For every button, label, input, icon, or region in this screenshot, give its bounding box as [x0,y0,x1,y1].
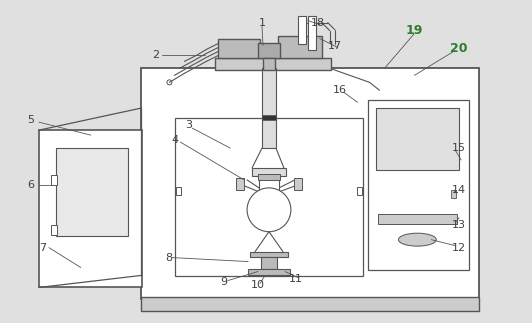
Bar [258,43,280,58]
Bar [368,100,469,269]
Text: 10: 10 [251,280,265,290]
Text: 14: 14 [452,185,466,195]
Text: 18: 18 [311,17,325,27]
Bar [356,187,362,195]
Bar [250,252,288,256]
Text: 12: 12 [452,243,466,253]
Text: 17: 17 [328,40,342,50]
Bar [262,115,276,120]
Bar [218,38,260,58]
Bar [263,58,275,70]
Bar [140,68,479,299]
Bar [294,178,302,190]
Text: 20: 20 [451,42,468,55]
Text: 9: 9 [221,277,228,287]
Bar [176,118,363,276]
Text: 6: 6 [28,180,35,190]
Bar [51,175,57,185]
Text: 5: 5 [28,115,35,125]
Text: 4: 4 [172,135,179,145]
Bar [451,190,456,198]
Bar [39,130,142,287]
Text: 15: 15 [452,143,466,153]
Bar [252,168,286,176]
Bar [298,16,306,44]
Text: 1: 1 [259,17,265,27]
Bar [308,16,316,50]
Ellipse shape [398,233,436,246]
Text: 3: 3 [185,120,192,130]
Circle shape [247,188,291,232]
Text: 2: 2 [152,50,159,60]
Bar [258,174,280,180]
Bar [248,268,290,275]
Bar [56,148,128,236]
Bar [140,297,479,311]
Bar [262,68,276,148]
Bar [257,196,281,212]
Bar [177,187,181,195]
Text: 19: 19 [406,24,423,37]
Text: 13: 13 [452,220,466,230]
Bar [259,176,279,196]
Text: 8: 8 [165,253,172,263]
Text: 16: 16 [332,85,347,95]
Bar [215,58,331,70]
Text: 11: 11 [289,275,303,285]
Bar [51,225,57,235]
Text: 7: 7 [39,243,46,253]
Bar [376,108,459,170]
Bar [261,256,277,268]
Bar [378,214,457,224]
Bar [236,178,244,190]
Bar [278,36,322,58]
